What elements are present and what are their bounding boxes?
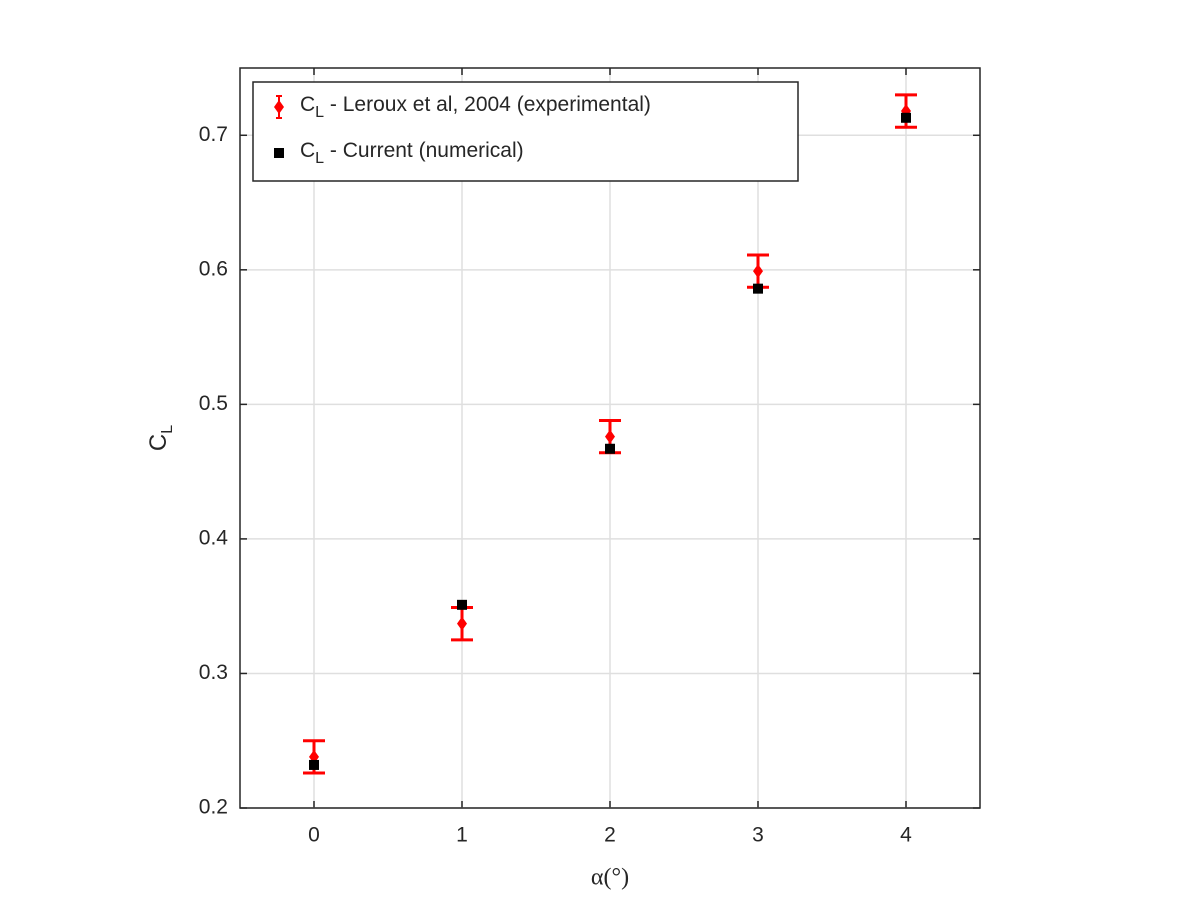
x-tick-label: 3 [752, 824, 764, 847]
y-tick-label: 0.5 [199, 392, 228, 415]
square-marker [605, 443, 615, 454]
x-tick-label: 1 [456, 824, 468, 847]
square-marker [274, 148, 284, 158]
diamond-marker [605, 429, 615, 444]
x-tick-label: 4 [900, 824, 912, 847]
legend-label: CL - Current (numerical) [300, 139, 524, 168]
square-marker [753, 283, 763, 294]
x-tick-label: 0 [308, 824, 320, 847]
axes-box [239, 67, 981, 809]
diamond-marker [274, 100, 284, 114]
diamond-marker [753, 264, 763, 279]
x-axis-label: α(°) [591, 865, 629, 891]
square-marker [457, 599, 467, 610]
y-tick-label: 0.7 [199, 123, 228, 146]
y-axis-label: CL [145, 425, 176, 451]
y-tick-label: 0.4 [199, 526, 229, 549]
y-tick-label: 0.6 [199, 257, 228, 280]
legend-label: CL - Leroux et al, 2004 (experimental) [300, 93, 651, 122]
x-tick-label: 2 [604, 824, 616, 847]
square-marker [901, 112, 911, 123]
diamond-marker [457, 616, 467, 631]
y-tick-label: 0.2 [199, 796, 228, 819]
legend-box [252, 81, 799, 182]
y-tick-label: 0.3 [199, 661, 228, 684]
square-marker [309, 759, 319, 770]
legend: CL - Leroux et al, 2004 (experimental) CL… [252, 81, 799, 182]
plot-area [303, 93, 917, 775]
